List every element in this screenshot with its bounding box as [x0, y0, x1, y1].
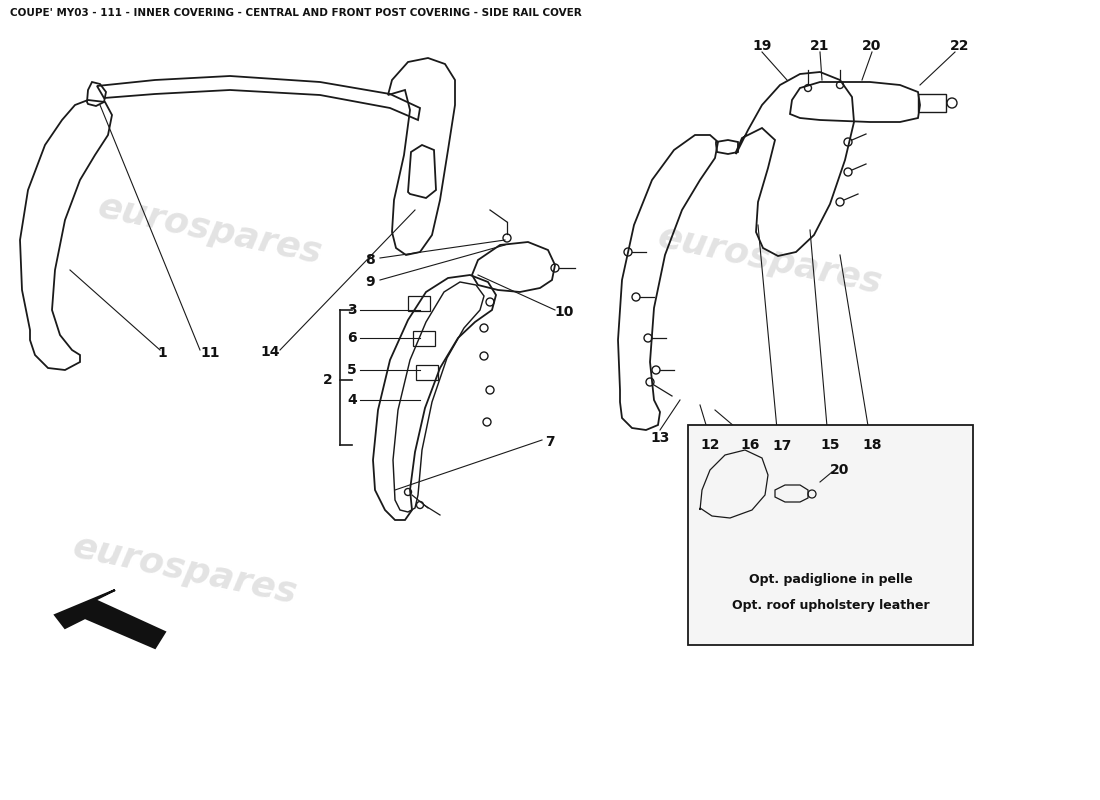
Text: 2: 2	[323, 373, 333, 387]
Text: 3: 3	[348, 303, 356, 317]
Text: Opt. padiglione in pelle: Opt. padiglione in pelle	[749, 574, 912, 586]
Text: 17: 17	[772, 439, 792, 453]
Text: 20: 20	[862, 39, 882, 53]
Bar	[918, 94, 946, 112]
Text: eurospares: eurospares	[95, 190, 326, 270]
Text: COUPE' MY03 - 111 - INNER COVERING - CENTRAL AND FRONT POST COVERING - SIDE RAIL: COUPE' MY03 - 111 - INNER COVERING - CEN…	[10, 8, 582, 18]
Bar	[688, 425, 974, 645]
Text: eurospares: eurospares	[69, 530, 300, 610]
Text: 20: 20	[830, 463, 849, 477]
Text: 11: 11	[200, 346, 220, 360]
Text: 5: 5	[348, 363, 356, 377]
Bar	[408, 296, 430, 311]
Text: 21: 21	[811, 39, 829, 53]
Text: Opt. roof upholstery leather: Opt. roof upholstery leather	[732, 598, 930, 611]
Text: 7: 7	[546, 435, 554, 449]
Polygon shape	[55, 590, 165, 648]
Text: 15: 15	[821, 438, 839, 452]
Text: eurospares: eurospares	[654, 220, 886, 300]
Text: 1: 1	[157, 346, 167, 360]
Text: 6: 6	[348, 331, 356, 345]
Text: 18: 18	[862, 438, 882, 452]
Text: 10: 10	[554, 305, 574, 319]
Text: 19: 19	[752, 39, 772, 53]
Text: 14: 14	[261, 345, 279, 359]
Text: 12: 12	[701, 438, 719, 452]
Text: 9: 9	[365, 275, 375, 289]
Bar	[416, 365, 438, 380]
Text: 16: 16	[740, 438, 760, 452]
Bar	[412, 331, 434, 346]
Text: 13: 13	[650, 431, 670, 445]
Text: 22: 22	[950, 39, 970, 53]
Text: 4: 4	[348, 393, 356, 407]
Text: 8: 8	[365, 253, 375, 267]
